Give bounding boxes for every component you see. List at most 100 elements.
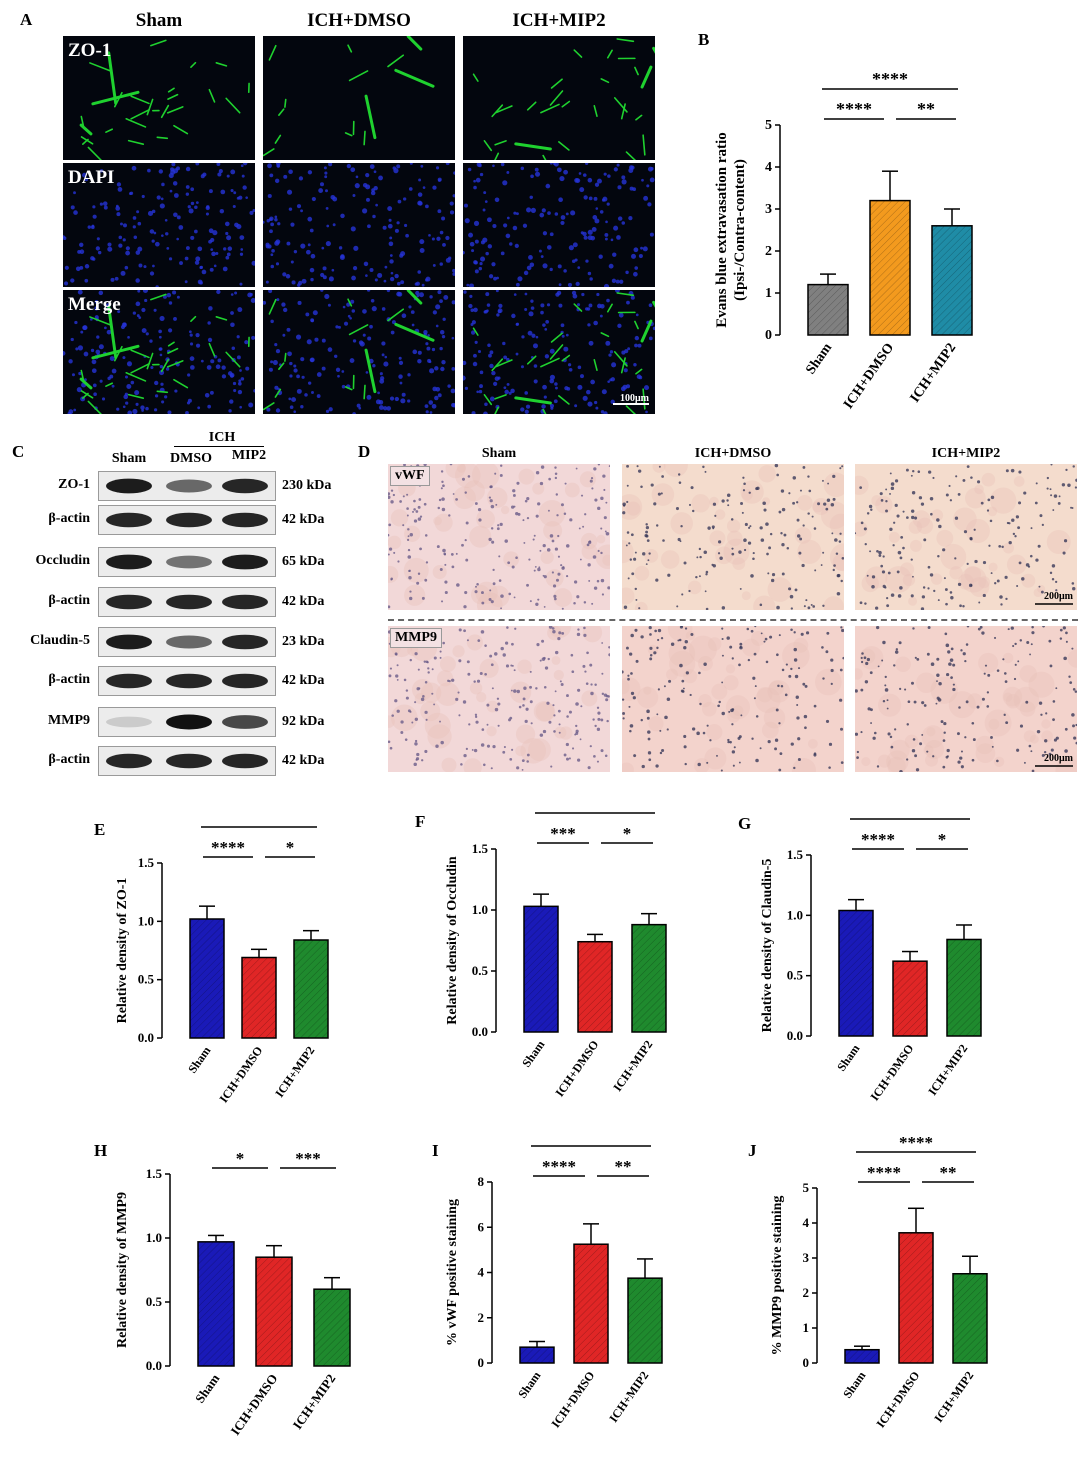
y-axis-label: Relative density of ZO-1 <box>115 878 130 1024</box>
significance-label: ** <box>940 1163 957 1182</box>
chart-f-occludin: 0.0 0.5 1.0 1.5 Sham ICH+DMSO ICH+MIP2 Relative… <box>445 808 667 1099</box>
y-tick-label: 2 <box>765 244 772 259</box>
x-tick-label: Sham <box>840 1369 868 1401</box>
y-tick-label: 0.0 <box>146 1358 162 1373</box>
x-tick-label: ICH+DMSO <box>548 1369 597 1431</box>
y-tick-label: 1.5 <box>472 841 489 856</box>
significance-label: * <box>286 838 295 857</box>
x-tick-label: Sham <box>519 1038 547 1070</box>
significance-label: ** <box>917 99 935 119</box>
scale-bar-label: 100μm <box>620 393 649 404</box>
significance-label: ** <box>615 1157 632 1176</box>
micrograph-zo-1-3 <box>463 36 655 160</box>
x-tick-label: ICH+MIP2 <box>606 1369 651 1425</box>
wb-protein-label: MMP9 <box>48 713 90 728</box>
y-tick-label: 5 <box>765 118 772 133</box>
y-tick-label: 1.5 <box>787 847 804 862</box>
ihc-scale-bar-label: 200μm <box>1044 591 1073 602</box>
panel-a-col-dmso: ICH+DMSO <box>307 10 411 31</box>
y-axis-label-2: (Ipsi-/Contra-content) <box>732 159 748 301</box>
wb-blot-strip <box>98 746 276 776</box>
x-tick-label: Sham <box>192 1371 223 1406</box>
bar-ich-mip2 <box>931 225 973 336</box>
significance-label: * <box>938 830 947 849</box>
y-axis-label: Evans blue extravasation ratio <box>714 132 730 327</box>
panel-d-col-mip2: ICH+MIP2 <box>931 446 1001 461</box>
wb-lane-dmso: DMSO <box>170 451 212 466</box>
micrograph-dapi-1: DAPI <box>63 163 255 287</box>
wb-protein-label: β-actin <box>48 672 90 687</box>
panel-letter-c: C <box>12 442 25 461</box>
panel-letter-e: E <box>94 820 106 839</box>
micrograph-zo-1-2 <box>263 36 455 160</box>
x-tick-label: Sham <box>803 340 835 377</box>
ihc-row-label: vWF <box>390 466 430 486</box>
bar-sham <box>807 283 849 336</box>
y-tick-label: 4 <box>803 1215 810 1230</box>
panel-letter-g: G <box>738 814 752 833</box>
ihc-scale-bar-label: 200μm <box>1044 753 1073 764</box>
bar-ich-dmso <box>577 940 613 1033</box>
y-tick-label: 0.5 <box>146 1294 163 1309</box>
y-tick-label: 0.0 <box>472 1024 488 1039</box>
wb-lane-mip2: MIP2 <box>231 448 267 463</box>
panel-a-col-sham: Sham <box>135 10 183 31</box>
significance-label: **** <box>574 1138 608 1146</box>
y-tick-label: 0 <box>478 1355 485 1370</box>
x-tick-label: ICH+DMSO <box>216 1044 265 1106</box>
bar-ich-mip2 <box>631 923 667 1033</box>
y-tick-label: 0 <box>765 328 772 343</box>
significance-label: ** <box>902 815 919 819</box>
y-tick-label: 1 <box>765 286 772 301</box>
chart-g-claudin5: 0.0 0.5 1.0 1.5 Sham ICH+DMSO ICH+MIP2 Relative… <box>760 815 982 1104</box>
ihc-tile-vwf-2 <box>622 464 844 610</box>
panel-d-col-sham: Sham <box>481 446 517 461</box>
y-tick-label: 0.0 <box>138 1030 154 1045</box>
x-tick-label: ICH+DMSO <box>873 1369 922 1431</box>
significance-label: **** <box>211 838 245 857</box>
bar-ich-mip2 <box>313 1288 351 1367</box>
x-tick-label: ICH+DMSO <box>867 1042 916 1104</box>
ihc-tile-mmp9-2 <box>622 626 844 772</box>
wb-protein-label: Claudin-5 <box>30 633 90 648</box>
bar-ich-mip2 <box>627 1277 663 1364</box>
bar-sham <box>844 1348 880 1364</box>
micrograph-zo-1-1: ZO-1 <box>63 36 255 160</box>
bar-ich-dmso <box>898 1232 934 1364</box>
wb-kda-label: 42 kDa <box>282 673 325 688</box>
micrograph-row-label: Merge <box>68 294 121 315</box>
wb-protein-label: β-actin <box>48 752 90 767</box>
chart-i-vwf: 0 2 4 6 8 Sham ICH+DMSO ICH+MIP2 % vWF positive … <box>445 1138 663 1431</box>
wb-protein-label: β-actin <box>48 511 90 526</box>
significance-label: **** <box>899 1133 933 1152</box>
x-tick-label: ICH+MIP2 <box>272 1044 317 1100</box>
y-tick-label: 0 <box>803 1355 810 1370</box>
panel-d-col-dmso: ICH+DMSO <box>694 446 772 461</box>
x-tick-label: ICH+DMSO <box>841 341 897 412</box>
wb-blot-strip <box>98 587 276 617</box>
significance-label: * <box>255 825 264 827</box>
y-tick-label: 4 <box>765 160 772 175</box>
wb-protein-label: Occludin <box>35 553 90 568</box>
panel-letter-i: I <box>432 1141 439 1160</box>
significance-label: **** <box>542 1157 576 1176</box>
x-tick-label: ICH+MIP2 <box>925 1042 970 1098</box>
bar-sham <box>523 905 559 1033</box>
y-tick-label: 4 <box>478 1265 485 1280</box>
ihc-tile-mmp9-1: MMP9 <box>388 626 610 772</box>
x-tick-label: ICH+MIP2 <box>290 1371 339 1432</box>
y-axis-label: % MMP9 positive staining <box>770 1196 785 1356</box>
y-tick-label: 2 <box>803 1285 810 1300</box>
y-axis-label: % vWF positive staining <box>445 1199 460 1346</box>
chart-b-evans-blue: 0 1 2 3 4 5 Sham ICH+DMSO ICH+MIP2 Evans blue ext… <box>714 69 973 412</box>
panel-d-divider <box>388 619 1078 621</box>
significance-label: *** <box>550 824 576 843</box>
bar-ich-dmso <box>255 1256 293 1367</box>
micrograph-row-label: ZO-1 <box>68 40 112 61</box>
wb-blot-strip <box>98 707 276 737</box>
micrograph-merge-1: Merge <box>63 290 255 414</box>
y-tick-label: 1.0 <box>787 907 803 922</box>
micrograph-merge-3: 100μm <box>463 290 655 414</box>
significance-label: * <box>591 808 600 813</box>
bar-ich-dmso <box>869 199 911 336</box>
